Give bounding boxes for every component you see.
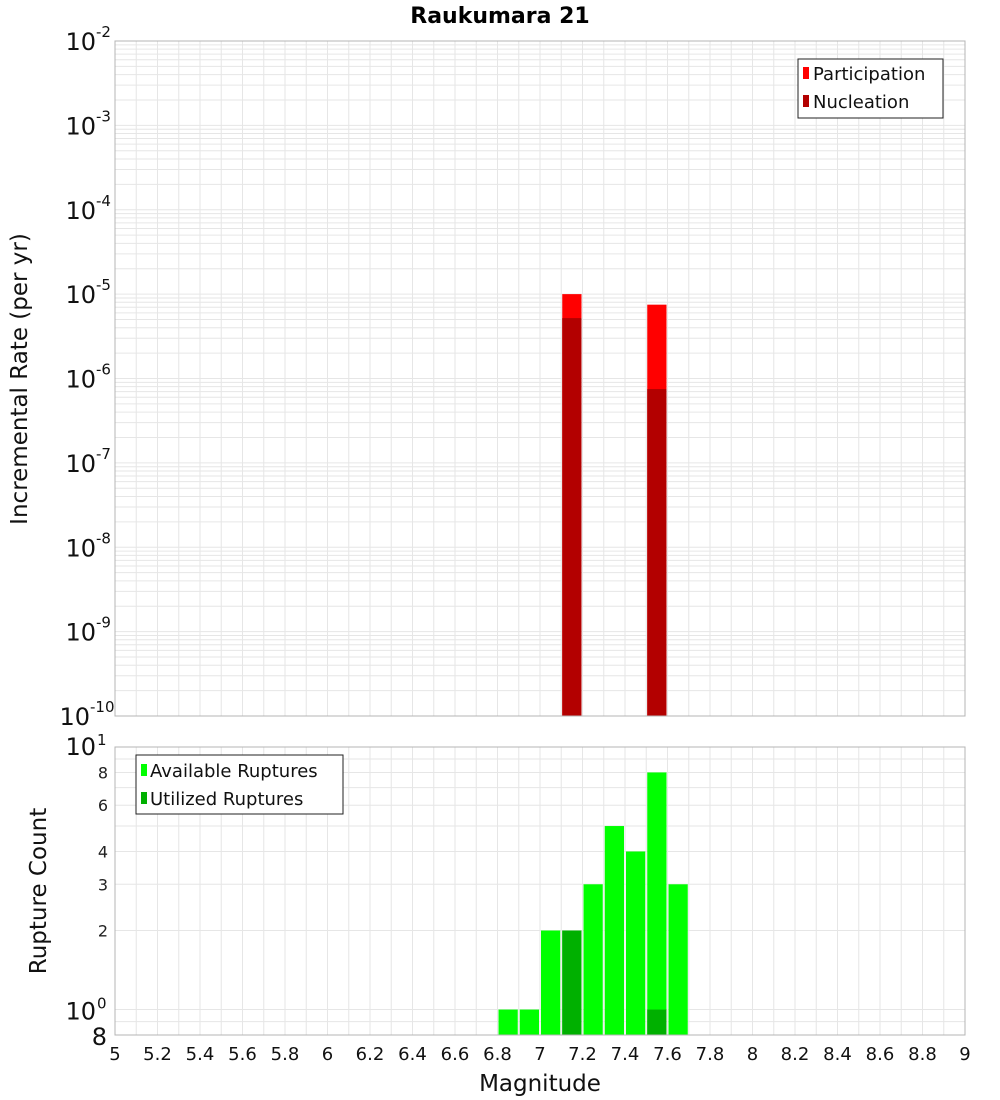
legend-label-nucleation: Nucleation — [813, 92, 909, 113]
legend-swatch-participation — [803, 67, 809, 79]
bottom-y-tick-exp: 1 — [97, 731, 107, 749]
x-tick-8.2: 8.2 — [781, 1044, 810, 1065]
x-tick-5.4: 5.4 — [186, 1044, 215, 1065]
top-y-tick-6: 10 -4 — [65, 192, 111, 225]
x-tick-7.6: 7.6 — [653, 1044, 682, 1065]
utilized-bar-1 — [647, 1009, 667, 1035]
available-bar-0 — [498, 1009, 518, 1035]
top-y-tick-exp: -3 — [96, 107, 111, 125]
available-bar-2 — [541, 930, 561, 1035]
top-y-tick-8: 10 -2 — [65, 23, 111, 56]
top-legend: Participation Nucleation — [797, 58, 944, 119]
available-bar-5 — [604, 826, 624, 1035]
top-y-tick-4: 10 -6 — [65, 361, 111, 394]
x-tick-5.2: 5.2 — [143, 1044, 172, 1065]
top-grid — [114, 41, 966, 717]
bottom-y-tick-exp: 0 — [97, 995, 107, 1013]
x-tick-8.8: 8.8 — [908, 1044, 937, 1065]
bottom-y-tick-10e0: 10 0 — [65, 995, 106, 1026]
x-tick-6.2: 6.2 — [356, 1044, 385, 1065]
x-tick-7.4: 7.4 — [611, 1044, 640, 1065]
top-y-tick-base: 10 — [65, 450, 96, 478]
legend-label-available: Available Ruptures — [150, 761, 318, 782]
top-legend-box — [797, 58, 944, 119]
top-y-tick-base: 10 — [65, 534, 96, 562]
bottom-y-tick-2: 2 — [98, 922, 108, 941]
utilized-bar-0 — [562, 930, 582, 1035]
bottom-y-tick-4: 4 — [98, 842, 108, 861]
legend-swatch-nucleation — [803, 95, 809, 107]
x-tick-7.8: 7.8 — [696, 1044, 725, 1065]
available-bar-7 — [647, 772, 667, 1035]
x-tick-5: 5 — [109, 1044, 120, 1065]
legend-label-utilized: Utilized Ruptures — [150, 789, 303, 810]
chart-title: Raukumara 21 — [410, 4, 589, 29]
top-y-tick-5: 10 -5 — [65, 276, 111, 309]
top-y-tick-exp: -9 — [96, 614, 111, 632]
top-y-tick-0: 10 -10 — [59, 698, 114, 731]
x-tick-8: 8 — [747, 1044, 758, 1065]
top-y-tick-base: 10 — [65, 619, 96, 647]
x-tick-8.6: 8.6 — [866, 1044, 895, 1065]
bottom-plot-frame — [114, 746, 966, 1036]
top-y-tick-base: 10 — [59, 703, 90, 731]
available-bar-6 — [626, 851, 646, 1035]
available-bar-8 — [668, 884, 688, 1035]
x-tick-7.2: 7.2 — [568, 1044, 597, 1065]
top-y-tick-exp: -8 — [96, 529, 111, 547]
bottom-y-tick-base: 10 — [65, 998, 96, 1026]
top-y-tick-base: 10 — [65, 366, 96, 394]
x-tick-6.8: 6.8 — [483, 1044, 512, 1065]
top-y-tick-exp: -6 — [96, 361, 111, 379]
bottom-y-tick-10e1: 10 1 — [65, 731, 106, 761]
bottom-y-tick-8: 8 — [98, 763, 108, 782]
bottom-y-tick-3: 3 — [98, 875, 108, 894]
x-axis-label: Magnitude — [479, 1071, 601, 1097]
x-tick-6: 6 — [322, 1044, 333, 1065]
top-bars — [562, 294, 667, 716]
nucleation-bar-0 — [562, 318, 582, 716]
top-plot-frame — [114, 40, 966, 717]
nucleation-bar-1 — [647, 389, 667, 716]
available-bar-4 — [583, 884, 603, 1035]
top-y-tick-exp: -10 — [90, 698, 115, 716]
x-tick-labels: 5 5.2 5.4 5.6 5.8 6 6.2 6.4 6.6 6.8 7 7.2 7.4 7.6 7.8 8… — [109, 1044, 970, 1065]
top-y-tick-base: 10 — [65, 281, 96, 309]
top-y-tick-exp: -5 — [96, 276, 111, 294]
top-y-tick-exp: -2 — [96, 23, 111, 41]
bottom-y-tick-min: 8 — [92, 1023, 107, 1051]
top-y-tick-7: 10 -3 — [65, 107, 111, 140]
top-y-tick-exp: -7 — [96, 445, 111, 463]
bottom-bars — [498, 772, 688, 1035]
x-tick-6.6: 6.6 — [441, 1044, 470, 1065]
top-y-tick-2: 10 -8 — [65, 529, 111, 562]
available-bar-1 — [519, 1009, 539, 1035]
top-y-tick-base: 10 — [65, 28, 96, 56]
legend-label-participation: Participation — [813, 64, 925, 85]
legend-swatch-utilized — [141, 792, 147, 804]
top-y-tick-base: 10 — [65, 197, 96, 225]
bottom-legend: Available Ruptures Utilized Ruptures — [135, 754, 344, 815]
top-y-axis-label: Incremental Rate (per yr) — [7, 233, 33, 525]
top-y-tick-base: 10 — [65, 112, 96, 140]
top-y-tick-3: 10 -7 — [65, 445, 111, 478]
x-tick-5.6: 5.6 — [228, 1044, 257, 1065]
bottom-y-tick-6: 6 — [98, 796, 108, 815]
x-tick-5.8: 5.8 — [271, 1044, 300, 1065]
top-y-tick-1: 10 -9 — [65, 614, 111, 647]
bottom-y-tick-base: 10 — [65, 733, 96, 761]
bottom-legend-box — [135, 754, 344, 815]
x-tick-6.4: 6.4 — [398, 1044, 427, 1065]
x-tick-9: 9 — [959, 1044, 970, 1065]
x-tick-7: 7 — [534, 1044, 545, 1065]
x-tick-8.4: 8.4 — [823, 1044, 852, 1065]
legend-swatch-available — [141, 764, 147, 776]
top-y-tick-exp: -4 — [96, 192, 111, 210]
bottom-y-axis-label: Rupture Count — [26, 808, 52, 974]
